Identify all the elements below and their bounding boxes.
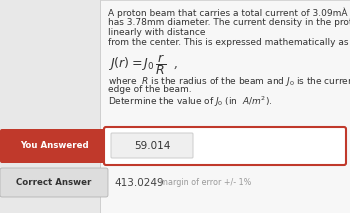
Text: $J(r) = J_0\,\dfrac{r}{R}$  ,: $J(r) = J_0\,\dfrac{r}{R}$ , [108, 52, 178, 77]
Bar [100, 0, 350, 213]
Text: Determine the value of $J_0$ (in  $A/m^2$).: Determine the value of $J_0$ (in $A/m^2$… [108, 95, 272, 109]
FancyBboxPatch shape [104, 127, 346, 165]
Text: from the center. This is expressed mathematically as: from the center. This is expressed mathe… [108, 38, 349, 47]
Text: where  $\mathit{R}$ is the radius of the beam and $J_0$ is the current density a: where $\mathit{R}$ is the radius of the … [108, 75, 350, 88]
Text: Correct Answer: Correct Answer [16, 178, 92, 187]
Text: A proton beam that carries a total current of 3.09mÀ: A proton beam that carries a total curre… [108, 8, 348, 19]
Bar [0, 0, 100, 213]
Text: margin of error +/- 1%: margin of error +/- 1% [160, 178, 251, 187]
Text: 59.014: 59.014 [134, 141, 170, 151]
Text: edge of the beam.: edge of the beam. [108, 85, 192, 94]
FancyBboxPatch shape [0, 168, 108, 197]
FancyBboxPatch shape [111, 133, 193, 158]
Text: has 3.78mm diameter. The current density in the proton beam increases: has 3.78mm diameter. The current density… [108, 18, 350, 27]
Text: 413.0249: 413.0249 [114, 177, 164, 187]
Text: You Answered: You Answered [20, 141, 88, 151]
Text: linearly with distance: linearly with distance [108, 28, 205, 37]
FancyBboxPatch shape [0, 129, 108, 163]
